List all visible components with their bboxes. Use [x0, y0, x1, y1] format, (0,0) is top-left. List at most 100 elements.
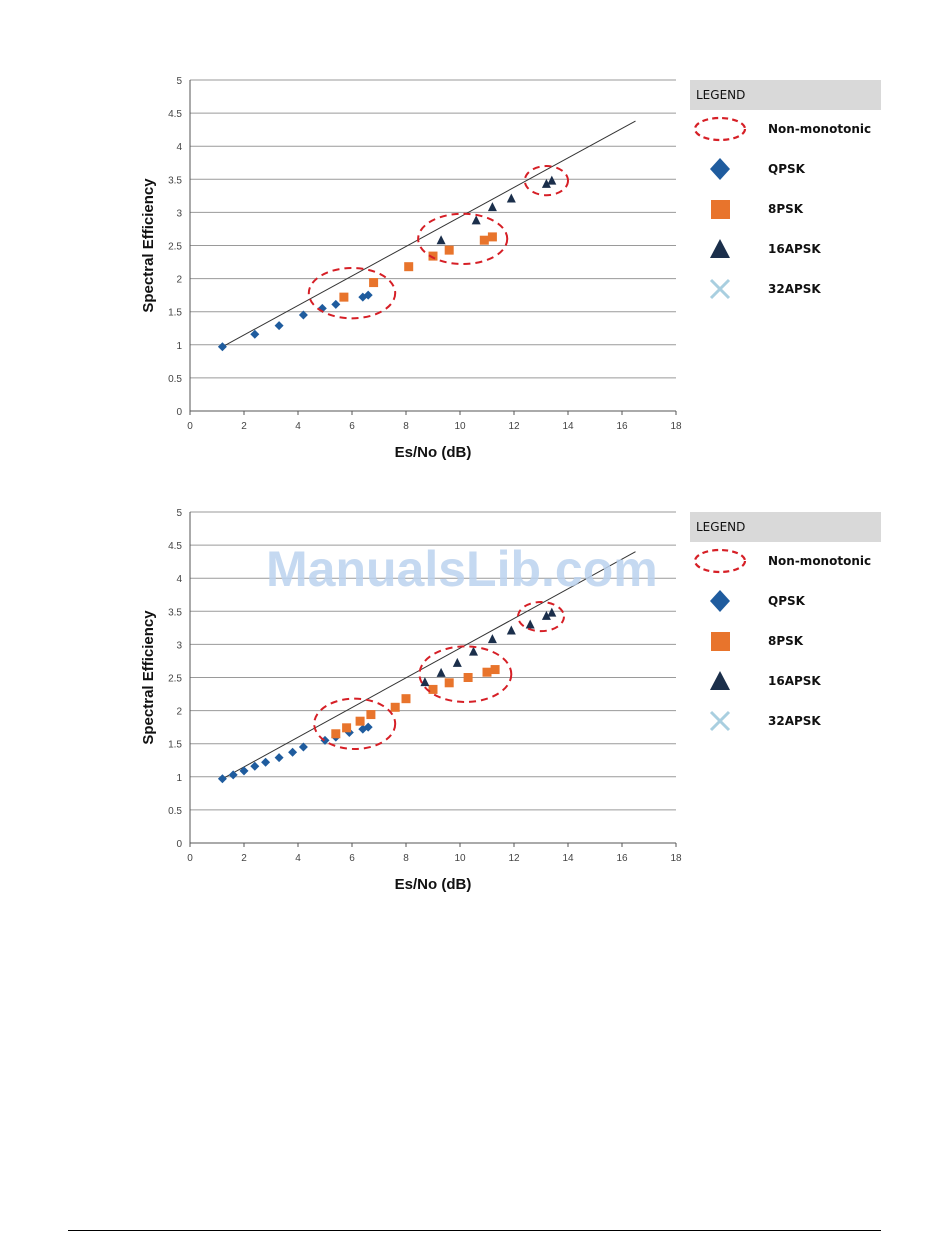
- y-tick-label: 0: [176, 839, 182, 850]
- x-tick-label: 8: [403, 421, 409, 432]
- legend-label: 8PSK: [768, 202, 804, 216]
- legend-label: 16APSK: [768, 242, 821, 256]
- qpsk-point: [358, 724, 368, 734]
- x-tick-label: 8: [403, 853, 409, 864]
- 8psk-point: [428, 684, 438, 694]
- qpsk-point: [217, 774, 227, 784]
- legend-label: 8PSK: [768, 634, 804, 648]
- legend-label: 32APSK: [768, 714, 821, 728]
- 16apsk-point: [471, 215, 481, 225]
- 8psk-point: [339, 292, 349, 302]
- x-tick-label: 4: [295, 853, 301, 864]
- x-tick-label: 12: [508, 421, 520, 432]
- legend-2: LEGEND Non-monotonic QPSK 8PSK 16APSK 32…: [690, 512, 881, 742]
- x-tick-label: 6: [349, 421, 355, 432]
- 8psk-point: [401, 694, 411, 704]
- qpsk-point: [217, 342, 227, 352]
- cross-icon: [709, 710, 731, 732]
- x-axis-title: Es/No (dB): [395, 444, 472, 461]
- y-tick-label: 0.5: [168, 806, 182, 817]
- 8psk-point: [482, 667, 492, 677]
- 8psk-point: [390, 702, 400, 712]
- y-tick-label: 3: [176, 208, 182, 219]
- y-tick-label: 1: [176, 341, 182, 352]
- legend-item-8psk: 8PSK: [690, 622, 881, 662]
- y-tick-label: 2.5: [168, 674, 182, 685]
- 8psk-point: [463, 673, 473, 682]
- legend-label: 16APSK: [768, 674, 821, 688]
- y-axis-title: Spectral Efficiency: [140, 610, 157, 745]
- diamond-icon: [710, 590, 730, 612]
- x-tick-label: 10: [454, 853, 466, 864]
- 8psk-point: [342, 723, 352, 733]
- x-tick-label: 4: [295, 421, 301, 432]
- qpsk-point: [228, 770, 238, 780]
- legend-item-16apsk: 16APSK: [690, 662, 881, 702]
- diamond-icon: [710, 158, 730, 180]
- 8psk-point: [331, 729, 341, 739]
- 16apsk-point: [469, 646, 478, 656]
- qpsk-point: [317, 303, 327, 313]
- 8psk-point: [444, 678, 454, 688]
- qpsk-point: [298, 310, 308, 320]
- 8psk-point: [479, 235, 489, 245]
- 8psk-point: [369, 278, 379, 288]
- x-tick-label: 14: [562, 421, 574, 432]
- 8psk-point: [444, 245, 454, 255]
- 8psk-point: [355, 716, 365, 726]
- y-tick-label: 3: [176, 640, 182, 651]
- y-tick-label: 3.5: [168, 607, 182, 618]
- 8psk-point: [487, 232, 497, 242]
- x-tick-label: 0: [187, 421, 193, 432]
- 16apsk-point: [547, 175, 557, 185]
- y-tick-label: 0.5: [168, 374, 182, 385]
- 16apsk-point: [541, 178, 551, 188]
- x-tick-label: 16: [616, 421, 628, 432]
- y-tick-label: 5: [176, 76, 182, 87]
- qpsk-point: [331, 299, 341, 309]
- 8psk-point: [404, 262, 414, 272]
- y-tick-label: 5: [176, 508, 182, 519]
- legend-item-32apsk: 32APSK: [690, 702, 881, 742]
- 16apsk-point: [487, 634, 497, 644]
- y-axis-title: Spectral Efficiency: [140, 178, 157, 313]
- x-tick-label: 10: [454, 421, 466, 432]
- 16apsk-point: [547, 607, 557, 617]
- dashed-ellipse-icon: [693, 116, 747, 142]
- legend-label: Non-monotonic: [768, 554, 872, 568]
- triangle-icon: [710, 239, 730, 258]
- non-monotonic-ellipse: [307, 267, 397, 320]
- x-tick-label: 18: [670, 421, 682, 432]
- non-monotonic-ellipse: [517, 601, 565, 633]
- x-tick-label: 16: [616, 853, 628, 864]
- legend-1: LEGEND Non-monotonic QPSK 8PSK 16APSK 32…: [690, 80, 881, 310]
- qpsk-point: [358, 292, 368, 302]
- legend-item-non-monotonic: Non-monotonic: [690, 542, 881, 582]
- square-icon: [711, 632, 730, 651]
- legend-item-8psk: 8PSK: [690, 190, 881, 230]
- y-tick-label: 2: [176, 707, 182, 718]
- chart-panel-2: 0 0.5 1 1.5 2 2.5 3 3.5 4 4.5 5 0 2 4 6 8 10 12 14 16 18 Es/N…: [0, 500, 950, 900]
- 16apsk-point: [506, 193, 516, 203]
- x-tick-label: 18: [670, 853, 682, 864]
- triangle-icon: [710, 671, 730, 690]
- y-tick-label: 1.5: [168, 740, 182, 751]
- 16apsk-point: [525, 619, 535, 629]
- y-tick-label: 3.5: [168, 175, 182, 186]
- qpsk-point: [344, 727, 354, 737]
- qpsk-point: [288, 747, 298, 757]
- trend-line: [222, 120, 636, 348]
- 16apsk-point: [541, 610, 551, 620]
- scatter-plot-2: 0 0.5 1 1.5 2 2.5 3 3.5 4 4.5 5 0 2 4 6 8 10 12 14 16 18 Es/N…: [140, 508, 682, 893]
- y-tick-label: 4.5: [168, 109, 182, 120]
- y-tick-label: 1.5: [168, 308, 182, 319]
- cross-icon: [709, 278, 731, 300]
- non-monotonic-ellipse: [418, 645, 513, 703]
- legend-item-non-monotonic: Non-monotonic: [690, 110, 881, 150]
- legend-label: QPSK: [768, 162, 805, 176]
- trend-line: [222, 551, 636, 780]
- y-tick-label: 4: [176, 142, 182, 153]
- qpsk-point: [274, 753, 284, 763]
- 16apsk-point: [487, 202, 497, 212]
- qpsk-point: [363, 290, 373, 300]
